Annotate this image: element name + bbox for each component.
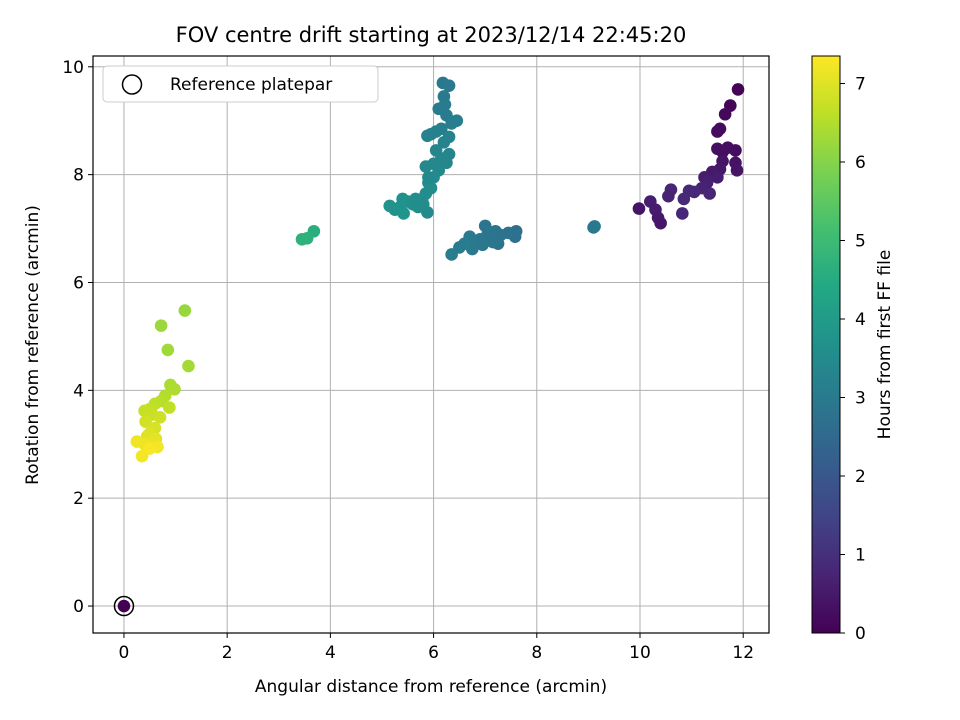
colorbar-tick-label-2: 2	[855, 467, 866, 487]
legend-box	[102, 65, 379, 103]
data-point-2	[718, 107, 732, 121]
data-point-4	[711, 125, 724, 138]
axes-frame	[92, 55, 770, 634]
data-point-31	[587, 221, 600, 234]
x-tick-label-8: 8	[531, 643, 542, 663]
colorbar-tick-label-6: 6	[855, 153, 866, 173]
data-point-51	[442, 79, 456, 92]
x-tick-label-10: 10	[629, 643, 651, 663]
data-point-24	[662, 189, 675, 203]
data-point-90	[295, 233, 309, 246]
grid-lines	[93, 56, 769, 633]
colorbar-tick-label-1: 1	[855, 545, 866, 565]
x-tick-label-12: 12	[732, 643, 754, 663]
data-point-105	[139, 415, 152, 428]
data-point-61	[421, 129, 434, 143]
colorbar-gradient	[811, 55, 841, 634]
data-point-67	[440, 156, 453, 170]
data-point-115	[143, 442, 157, 455]
data-point-18	[703, 187, 716, 200]
y-tick-label-6: 6	[73, 273, 84, 293]
x-axis-label: Angular distance from reference (arcmin)	[255, 677, 607, 697]
legend: Reference platepar	[102, 65, 379, 103]
data-point-63	[437, 135, 451, 149]
data-point-21	[677, 192, 691, 206]
x-tick-label-4: 4	[325, 643, 336, 663]
legend-marker	[121, 74, 143, 95]
data-point-10	[730, 164, 744, 177]
data-point-92	[154, 319, 168, 332]
x-tick-label-0: 0	[119, 643, 130, 663]
x-tick-label-6: 6	[428, 643, 439, 663]
colorbar-tick-label-4: 4	[855, 310, 866, 330]
legend-entry-reference-platepar: Reference platepar	[170, 75, 332, 95]
colorbar-tick-label-0: 0	[855, 624, 866, 644]
data-point-83	[397, 207, 410, 220]
y-axis-label: Rotation from reference (arcmin)	[23, 205, 43, 485]
data-point-116	[117, 599, 131, 613]
y-tick-label-10: 10	[62, 58, 84, 78]
data-point-57	[445, 117, 458, 130]
reference-platepar-marker	[113, 595, 135, 617]
colorbar-tick-label-5: 5	[855, 231, 866, 251]
y-tick-label-8: 8	[73, 166, 84, 186]
data-point-86	[416, 197, 430, 211]
data-point-93	[161, 343, 175, 357]
data-point-96	[168, 382, 181, 396]
colorbar-label: Hours from first FF file	[875, 250, 895, 440]
data-point-82	[383, 199, 397, 213]
x-axis-ticks: 0 2 4 6 8 10 12	[119, 633, 754, 663]
colorbar-ticks: 0 1 2 3 4 5 6 7	[840, 74, 866, 644]
data-point-91	[178, 304, 192, 317]
colorbar-tick-label-7: 7	[855, 74, 866, 94]
y-tick-label-0: 0	[73, 597, 84, 617]
data-point-22	[676, 207, 689, 220]
data-point-112	[130, 435, 144, 448]
data-point-29	[632, 202, 646, 215]
data-point-104	[153, 410, 167, 424]
data-point-94	[182, 359, 195, 373]
y-tick-label-4: 4	[73, 381, 84, 401]
y-tick-label-2: 2	[73, 489, 84, 509]
data-point-14	[711, 171, 724, 184]
y-axis-ticks: 0 2 4 6 8 10	[62, 58, 93, 617]
data-point-87	[422, 171, 435, 184]
data-points	[113, 76, 745, 617]
data-point-69	[419, 160, 433, 173]
chart-title: FOV centre drift starting at 2023/12/14 …	[176, 23, 687, 47]
colorbar-tick-label-3: 3	[855, 388, 866, 408]
data-point-8	[711, 142, 724, 156]
data-point-114	[135, 449, 149, 463]
data-point-0	[731, 83, 745, 96]
data-point-47	[445, 248, 458, 261]
plot-frame	[92, 55, 770, 634]
data-point-49	[486, 235, 500, 249]
data-point-28	[654, 216, 667, 230]
data-point-100	[163, 401, 176, 414]
colorbar: 0 1 2 3 4 5 6 7 Hours from first FF file	[811, 55, 895, 644]
x-tick-label-2: 2	[222, 643, 233, 663]
